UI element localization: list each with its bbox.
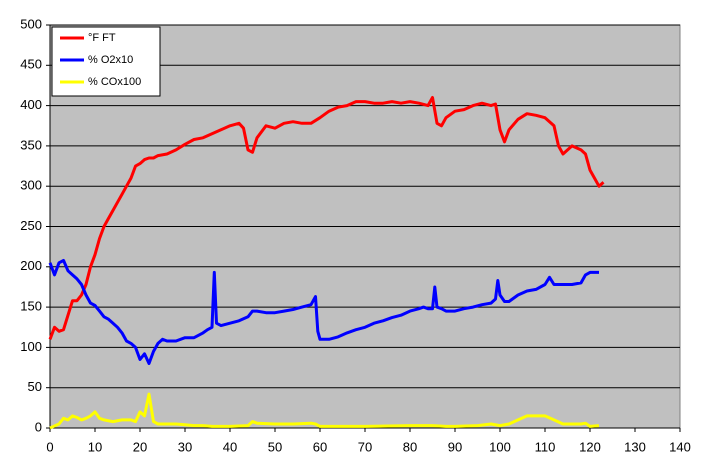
series-line [48,258,599,365]
x-tick-label: 30 [178,439,192,454]
y-tick-label: 350 [20,137,42,152]
y-tick-label: 450 [20,57,42,72]
x-tick-label: 40 [223,439,237,454]
legend: °F FT % O2x10 % COx100 [51,26,161,97]
x-tick-label: 0 [46,439,53,454]
x-tick-label: 50 [268,439,282,454]
x-tick-label: 110 [535,439,556,454]
x-tick-label: 20 [133,439,147,454]
y-tick-label: 200 [20,258,42,273]
x-tick-label: 10 [88,439,102,454]
legend-label: % COx100 [88,76,141,88]
x-tick-label: 70 [358,439,372,454]
y-tick-label: 300 [20,178,42,193]
series-line [49,392,600,430]
x-tick-label: 60 [313,439,327,454]
series-line [48,96,605,340]
y-tick-label: 0 [35,419,42,434]
y-tick-label: 250 [20,218,42,233]
x-tick-label: 130 [624,439,646,454]
legend-label: % O2x10 [88,54,133,66]
y-tick-label: 400 [20,97,42,112]
x-tick-label: 100 [489,439,511,454]
y-tick-label: 500 [20,16,42,31]
x-tick-label: 120 [579,439,601,454]
y-tick-label: 50 [28,379,42,394]
y-tick-label: 150 [20,299,42,314]
x-tick-label: 80 [403,439,417,454]
y-tick-label: 100 [20,339,42,354]
legend-label: °F FT [88,32,116,44]
x-tick-label: 90 [448,439,462,454]
x-tick-label: 140 [669,439,691,454]
